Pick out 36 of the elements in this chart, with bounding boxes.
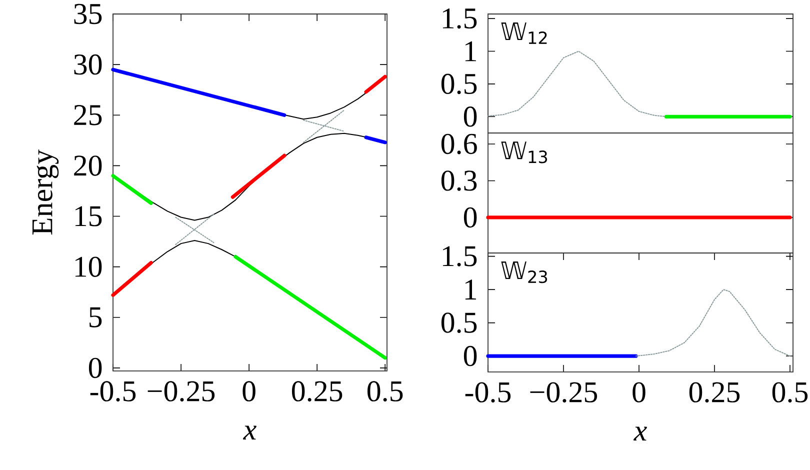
x-axis-title: x xyxy=(242,426,256,440)
line-series xyxy=(635,289,790,357)
x-tick-label: 0.5 xyxy=(772,382,808,403)
y-tick-label: 1 xyxy=(465,280,476,300)
x-tick-label: −0.25 xyxy=(530,382,598,403)
y-tick-label: 1 xyxy=(465,41,476,62)
y-tick-label: 30 xyxy=(74,54,102,75)
x-tick-label: -0.5 xyxy=(465,382,511,403)
annotation: 𝕎$_{12}$ xyxy=(501,22,547,44)
y-tick-label: 0.5 xyxy=(441,74,477,94)
y-tick-label: 1.5 xyxy=(442,8,477,29)
y-tick-label: 5 xyxy=(90,307,102,328)
y-tick-label: 0.3 xyxy=(441,170,477,191)
x-axis-title: x xyxy=(633,426,647,441)
x-tick-label: −0.25 xyxy=(148,381,215,402)
y-tick-label: 0 xyxy=(464,346,477,366)
y-tick-label: 0 xyxy=(464,106,477,127)
y-tick-label: 15 xyxy=(75,206,102,226)
y-tick-label: 0.5 xyxy=(441,312,477,333)
y-tick-label: 0 xyxy=(88,358,102,378)
y-tick-label: 0 xyxy=(464,207,477,228)
x-tick-label: 0.5 xyxy=(367,381,403,402)
y-tick-label: 0.6 xyxy=(441,134,477,154)
x-tick-label: -0.5 xyxy=(90,381,136,402)
x-tick-label: 0.25 xyxy=(689,382,740,403)
annotation: 𝕎$_{13}$ xyxy=(501,142,548,164)
x-tick-label: 0 xyxy=(242,381,256,402)
y-tick-label: 20 xyxy=(74,156,102,176)
y-tick-label: 10 xyxy=(75,256,102,277)
x-tick-label: 0.25 xyxy=(292,381,342,402)
y-tick-label: 1.5 xyxy=(442,246,477,266)
x-tick-label: 0 xyxy=(632,382,646,402)
y-tick-label: 35 xyxy=(74,4,102,24)
y-tick-label: 25 xyxy=(74,105,102,126)
annotation: 𝕎$_{23}$ xyxy=(501,262,548,284)
y-axis-title: Energy xyxy=(32,150,59,235)
